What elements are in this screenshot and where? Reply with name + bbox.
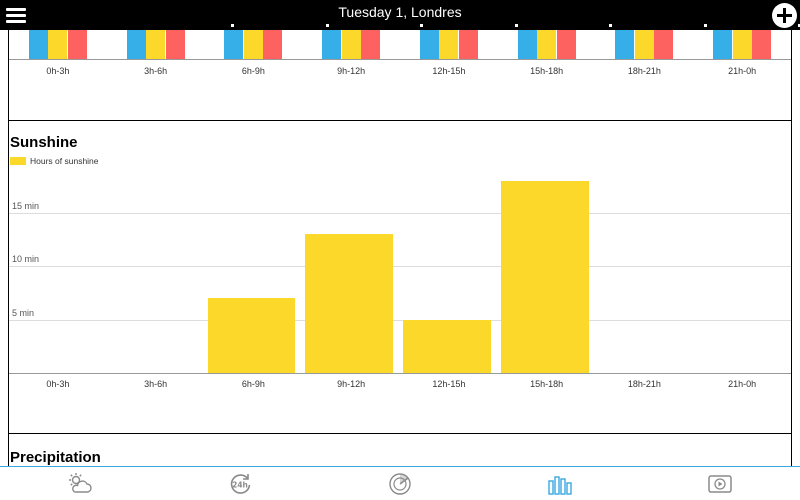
menu-icon[interactable] — [4, 4, 28, 26]
nav-item-video[interactable] — [640, 467, 800, 500]
temperature-swatch — [537, 30, 557, 59]
video-icon-graphic — [708, 475, 732, 493]
sunshine-bar — [403, 319, 491, 373]
precipitation-title: Precipitation — [10, 449, 101, 466]
page-dot — [798, 24, 800, 27]
grid-line — [9, 319, 791, 321]
x-tick-label: 21h-0h — [728, 379, 757, 389]
grid-line — [9, 213, 791, 215]
x-tick-label: 3h-6h — [144, 379, 168, 389]
page-dot — [231, 24, 234, 27]
temperature-swatch — [713, 30, 733, 59]
x-tick-label: 15h-18h — [530, 379, 564, 389]
nav-item-charts[interactable] — [480, 467, 640, 500]
legend-label: Hours of sunshine — [30, 156, 99, 166]
x-tick-label: 18h-21h — [627, 379, 661, 389]
page-dot — [609, 24, 612, 27]
temperature-x-label: 3h-6h — [144, 66, 168, 76]
temperature-x-label: 9h-12h — [337, 66, 366, 76]
sunshine-section: Sunshine Hours of sunshine 5 min 10 min 15… — [8, 121, 792, 434]
temperature-section: 0h-3h 3h-6h 6h-9h 9h-12h 12h-15h 15h-18h 18h-2… — [8, 30, 792, 121]
temperature-swatch — [654, 30, 674, 59]
page-dot — [703, 24, 707, 27]
temperature-swatch — [322, 30, 342, 59]
temperature-swatch — [556, 30, 576, 59]
sunshine-bar — [207, 298, 296, 373]
add-circle-icon[interactable] — [772, 3, 797, 28]
temperature-swatch — [48, 30, 68, 59]
main-content[interactable]: 0h-3h 3h-6h 6h-9h 9h-12h 12h-15h 15h-18h 18h-2… — [0, 30, 800, 466]
x-tick-label: 12h-15h — [432, 379, 466, 389]
sunshine-axis — [9, 373, 791, 374]
precipitation-section: Precipitation — [8, 434, 792, 466]
temperature-x-label: 18h-21h — [627, 66, 661, 76]
bottom-nav: 24h — [0, 466, 800, 500]
temperature-x-label: 12h-15h — [432, 66, 466, 76]
temperature-swatch — [732, 30, 752, 59]
sunshine-bar — [305, 234, 393, 373]
temperature-swatch — [165, 30, 185, 59]
temperature-swatch — [67, 30, 87, 59]
y-tick-label: 10 min — [12, 254, 40, 265]
temperature-swatch — [634, 30, 654, 59]
temperature-swatch — [752, 30, 772, 59]
temperature-swatch — [439, 30, 459, 59]
temperature-swatch — [146, 30, 166, 59]
temperature-swatch — [243, 30, 263, 59]
page-dot — [325, 24, 329, 27]
nav-item-24h[interactable]: 24h — [160, 467, 320, 500]
y-tick-label: 15 min — [12, 201, 40, 212]
temperature-swatch — [224, 30, 244, 59]
radar-icon-graphic — [389, 473, 411, 495]
temperature-swatch — [458, 30, 478, 59]
temperature-swatch — [419, 30, 439, 59]
sunshine-title: Sunshine — [10, 134, 78, 151]
page-title: Tuesday 1, Londres — [338, 4, 462, 20]
weather-forecast-icon-graphic — [69, 473, 92, 493]
page-dot — [420, 24, 423, 27]
y-tick-label: 5 min — [12, 307, 35, 318]
temperature-x-label: 15h-18h — [530, 66, 564, 76]
temperature-swatch — [263, 30, 283, 59]
nav-item-weather-forecast[interactable] — [0, 467, 160, 500]
x-tick-label: 6h-9h — [241, 379, 265, 389]
sunshine-bar — [500, 181, 589, 373]
temperature-axis — [9, 59, 791, 60]
temperature-swatch — [28, 30, 48, 59]
x-tick-label: 0h-3h — [46, 379, 70, 389]
temperature-x-label: 6h-9h — [241, 66, 265, 76]
x-tick-label: 9h-12h — [337, 379, 366, 389]
temperature-swatch — [615, 30, 635, 59]
top-bar: Tuesday 1, Londres — [0, 0, 800, 30]
temperature-swatch — [341, 30, 361, 59]
temperature-swatch — [517, 30, 537, 59]
temperature-x-label: 21h-0h — [728, 66, 757, 76]
grid-line — [9, 266, 791, 268]
nav-item-radar[interactable] — [320, 467, 480, 500]
page-indicator — [0, 24, 800, 28]
sunshine-legend: Hours of sunshine — [10, 155, 99, 167]
temperature-swatch — [361, 30, 381, 59]
temperature-swatch — [126, 30, 146, 59]
24h-icon-graphic: 24h — [230, 474, 251, 494]
temperature-x-label: 0h-3h — [46, 66, 70, 76]
page-dot — [514, 24, 518, 27]
svg-text:24h: 24h — [232, 481, 248, 490]
legend-swatch — [10, 157, 26, 165]
charts-icon-graphic — [548, 476, 572, 495]
